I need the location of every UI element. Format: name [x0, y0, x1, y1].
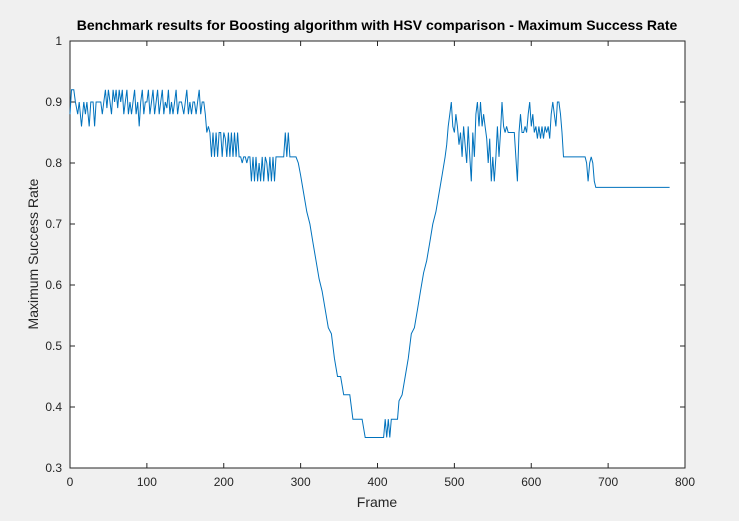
x-tick-label: 100	[137, 475, 157, 489]
y-tick-label: 0.7	[45, 217, 62, 231]
y-tick-label: 0.3	[45, 461, 62, 475]
y-axis-ticks: 0.3 0.4 0.5 0.6 0.7 0.8 0.9 1	[45, 34, 685, 475]
y-tick-label: 0.8	[45, 156, 62, 170]
x-tick-label: 500	[444, 475, 464, 489]
x-tick-label: 300	[291, 475, 311, 489]
x-tick-label: 600	[521, 475, 541, 489]
axes-background	[69, 40, 686, 469]
y-tick-label: 0.4	[45, 400, 62, 414]
x-tick-label: 800	[675, 475, 695, 489]
y-tick-label: 1	[55, 34, 62, 48]
y-tick-label: 0.6	[45, 278, 62, 292]
series-group	[69, 89, 670, 438]
series-line	[69, 89, 670, 438]
x-axis-ticks: 0 100 200 300 400 500 600 700 800	[67, 41, 695, 489]
x-tick-label: 400	[367, 475, 387, 489]
x-axis-label: Frame	[357, 494, 398, 510]
x-tick-label: 200	[214, 475, 234, 489]
x-tick-label: 0	[67, 475, 74, 489]
y-axis-label: Maximum Success Rate	[25, 178, 41, 329]
y-tick-label: 0.5	[45, 339, 62, 353]
y-tick-label: 0.9	[45, 95, 62, 109]
x-tick-label: 700	[598, 475, 618, 489]
chart-title: Benchmark results for Boosting algorithm…	[77, 17, 678, 33]
